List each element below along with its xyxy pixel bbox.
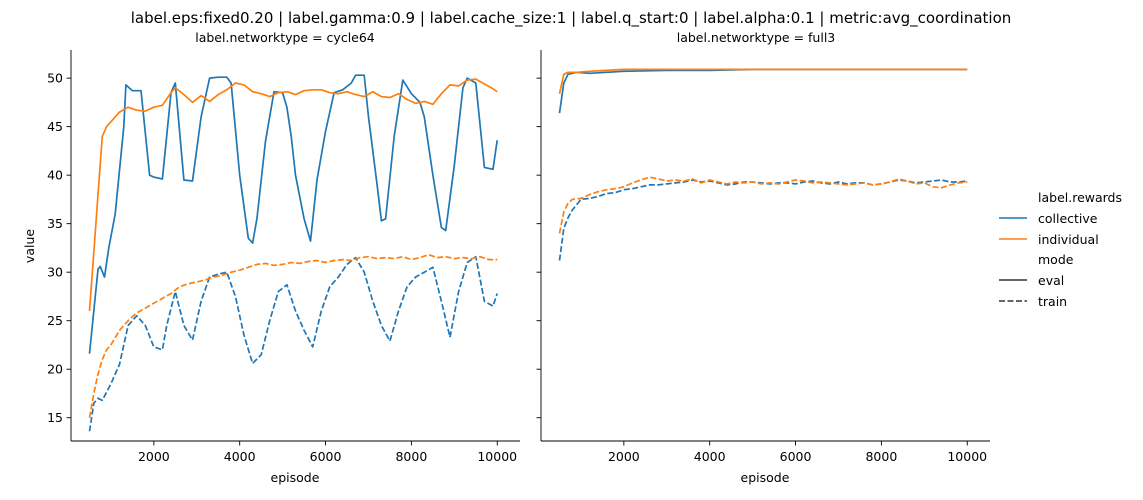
y-tick-label: 25 — [47, 313, 63, 328]
series-line-individual-train — [88, 253, 498, 418]
y-tick-label: 15 — [47, 410, 63, 425]
panel-title-full3: label.networktype = full3 — [677, 30, 836, 45]
y-tick-label: 40 — [47, 168, 63, 183]
y-tick-label: 50 — [47, 71, 63, 86]
panel-full3-ticks: 2000 4000 6000 8000 10000 — [536, 77, 987, 464]
x-axis-label-2: episode — [741, 470, 790, 485]
x-tick-label: 2000 — [608, 449, 640, 464]
legend-label-train: train — [1038, 294, 1067, 309]
series-line-collective-train — [88, 255, 499, 432]
series-line-collective-eval — [558, 68, 968, 114]
series-line-individual-train — [558, 176, 968, 234]
x-tick-label: 6000 — [780, 449, 812, 464]
x-tick-label: 10000 — [947, 449, 987, 464]
x-tick-label: 10000 — [477, 449, 517, 464]
x-tick-label: 8000 — [865, 449, 897, 464]
series-line-individual-eval — [88, 78, 498, 312]
panel-full3-lines — [558, 68, 968, 261]
y-tick-label: 35 — [47, 216, 63, 231]
y-tick-label: 30 — [47, 265, 63, 280]
y-axis-label: value — [22, 229, 37, 263]
panel-cycle64: label.networktype = cycle64 2000 4000 6000… — [22, 30, 520, 485]
legend: label.rewards collective individual mode… — [999, 190, 1122, 309]
x-tick-label: 4000 — [694, 449, 726, 464]
panel-cycle64-lines — [88, 74, 499, 432]
x-tick-label: 4000 — [224, 449, 256, 464]
series-line-individual-eval — [558, 68, 968, 94]
x-tick-label: 6000 — [310, 449, 342, 464]
series-line-collective-train — [558, 179, 968, 261]
legend-label-individual: individual — [1038, 232, 1099, 247]
series-line-collective-eval — [88, 74, 499, 354]
legend-style-title: mode — [1038, 252, 1074, 267]
panel-title-cycle64: label.networktype = cycle64 — [195, 30, 375, 45]
x-axis-label: episode — [271, 470, 320, 485]
legend-label-eval: eval — [1038, 273, 1064, 288]
panel-full3: label.networktype = full3 2000 4000 6000 80… — [536, 30, 990, 485]
x-tick-label: 8000 — [395, 449, 427, 464]
x-tick-label: 2000 — [138, 449, 170, 464]
panel-cycle64-ticks: 2000 4000 6000 8000 10000 15 20 25 30 35 40 45 50 — [47, 71, 517, 464]
y-tick-label: 20 — [47, 362, 63, 377]
legend-hue-title: label.rewards — [1038, 190, 1122, 205]
figure-title: label.eps:fixed0.20 | label.gamma:0.9 | … — [131, 9, 1012, 28]
legend-label-collective: collective — [1038, 211, 1098, 226]
y-tick-label: 45 — [47, 119, 63, 134]
